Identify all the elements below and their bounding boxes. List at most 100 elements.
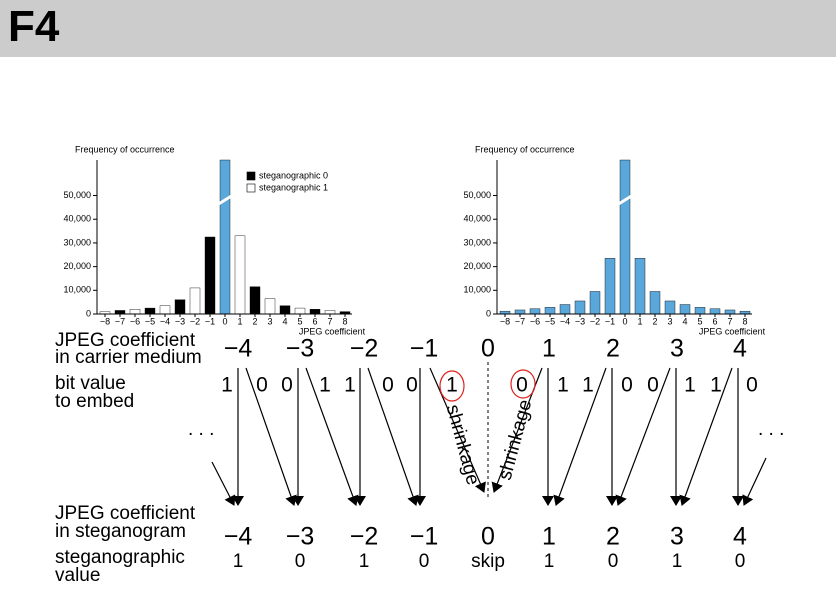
- bar: [279, 305, 291, 315]
- stego-value: 1: [233, 551, 244, 572]
- row-label: bit value: [55, 373, 126, 394]
- stego-value: 0: [295, 551, 306, 572]
- bit-value: 1: [710, 374, 722, 397]
- bar: [294, 307, 306, 315]
- slide-title: F4: [8, 2, 60, 51]
- bit-value: 0: [281, 374, 293, 397]
- carrier-coefficient: 0: [481, 335, 495, 363]
- y-tick-label: 30,000: [63, 237, 91, 247]
- x-tick-label: 5: [697, 316, 702, 326]
- bit-value: 0: [382, 374, 394, 397]
- arrow: [367, 367, 419, 506]
- y-tick-label: 30,000: [463, 237, 491, 247]
- y-tick-label: 50,000: [463, 190, 491, 200]
- x-tick-label: 2: [652, 316, 657, 326]
- legend-swatch: [246, 183, 256, 193]
- bar: [619, 159, 631, 315]
- bar: [589, 291, 601, 315]
- x-tick-label: −6: [530, 316, 540, 326]
- x-tick-label: 6: [712, 316, 717, 326]
- row-label: JPEG coefficient: [55, 503, 196, 524]
- row-label: in steganogram: [55, 521, 186, 542]
- x-tick-label: 3: [667, 316, 672, 326]
- bit-value: 0: [621, 374, 633, 397]
- bar: [189, 287, 201, 315]
- row-labels: JPEG coefficient in carrier medium bit v…: [55, 330, 202, 586]
- row-label: in carrier medium: [55, 347, 202, 368]
- bar: [514, 309, 526, 315]
- x-tick-label: −8: [100, 316, 110, 326]
- y-tick-label: 40,000: [63, 214, 91, 224]
- stego-coefficient: 4: [733, 523, 747, 551]
- bar: [709, 308, 721, 315]
- y-tick-label: 20,000: [63, 261, 91, 271]
- stego-coefficient: 2: [606, 523, 620, 551]
- bar: [679, 304, 691, 315]
- stego-value: 1: [359, 551, 370, 572]
- carrier-coefficient: 1: [542, 335, 556, 363]
- row-label: steganographic: [55, 547, 185, 568]
- arrow: [429, 367, 486, 493]
- stego-value: 0: [419, 551, 430, 572]
- x-tick-label: −1: [205, 316, 215, 326]
- x-tick-label: 8: [342, 316, 347, 326]
- bar: [724, 309, 736, 315]
- bar: [634, 258, 646, 315]
- carrier-coefficient: −4: [224, 335, 253, 363]
- bar: [129, 309, 141, 315]
- y-tick-label: 0: [486, 308, 491, 318]
- x-tick-label: 0: [222, 316, 227, 326]
- x-tick-label: 3: [267, 316, 272, 326]
- stego-coefficient: −1: [410, 523, 439, 551]
- x-tick-label: 7: [327, 316, 332, 326]
- bar: [204, 236, 216, 315]
- bar: [604, 258, 616, 315]
- row-label: JPEG coefficient: [55, 330, 196, 351]
- arrow: [305, 367, 359, 506]
- ellipsis: . . .: [758, 419, 784, 440]
- x-tick-label: −7: [115, 316, 125, 326]
- x-tick-label: −1: [605, 316, 615, 326]
- carrier-coefficient: 2: [606, 335, 620, 363]
- stego-coefficient: 0: [481, 523, 495, 551]
- y-tick-label: 10,000: [463, 285, 491, 295]
- x-tick-label: 1: [237, 316, 242, 326]
- bit-value: 1: [221, 374, 233, 397]
- bar: [324, 310, 336, 315]
- x-tick-label: −6: [130, 316, 140, 326]
- bar: [114, 310, 126, 315]
- shrinkage-label: shrinkage: [495, 397, 537, 482]
- bit-value: 0: [647, 374, 659, 397]
- x-tick-label: 7: [727, 316, 732, 326]
- bar: [649, 291, 661, 315]
- arrow: [553, 367, 607, 506]
- x-tick-label: 2: [252, 316, 257, 326]
- x-tick-label: −4: [160, 316, 170, 326]
- carrier-coefficient: 4: [733, 335, 747, 363]
- arrow: [245, 367, 297, 506]
- x-tick-label: 1: [637, 316, 642, 326]
- highlight: [510, 369, 536, 399]
- row-label: value: [55, 565, 100, 586]
- stego-coefficient: −3: [286, 523, 315, 551]
- x-tick-label: −2: [190, 316, 200, 326]
- bar: [664, 300, 676, 315]
- bar: [159, 305, 171, 315]
- x-tick-label: 4: [282, 316, 287, 326]
- arrow: [211, 461, 236, 506]
- x-tick-label: −2: [590, 316, 600, 326]
- x-tick-label: 6: [312, 316, 317, 326]
- bit-value: 1: [446, 374, 458, 397]
- bit-value: 1: [684, 374, 696, 397]
- x-axis-title: JPEG coefficient: [699, 326, 766, 336]
- arrow: [615, 367, 671, 506]
- bar: [574, 300, 586, 315]
- bit-value: 0: [406, 374, 418, 397]
- ellipsis: . . .: [188, 419, 214, 440]
- bit-value: 1: [582, 374, 594, 397]
- arrow: [679, 367, 733, 506]
- y-tick-label: 10,000: [63, 285, 91, 295]
- y-tick-label: 0: [86, 308, 91, 318]
- arrows: [211, 367, 767, 506]
